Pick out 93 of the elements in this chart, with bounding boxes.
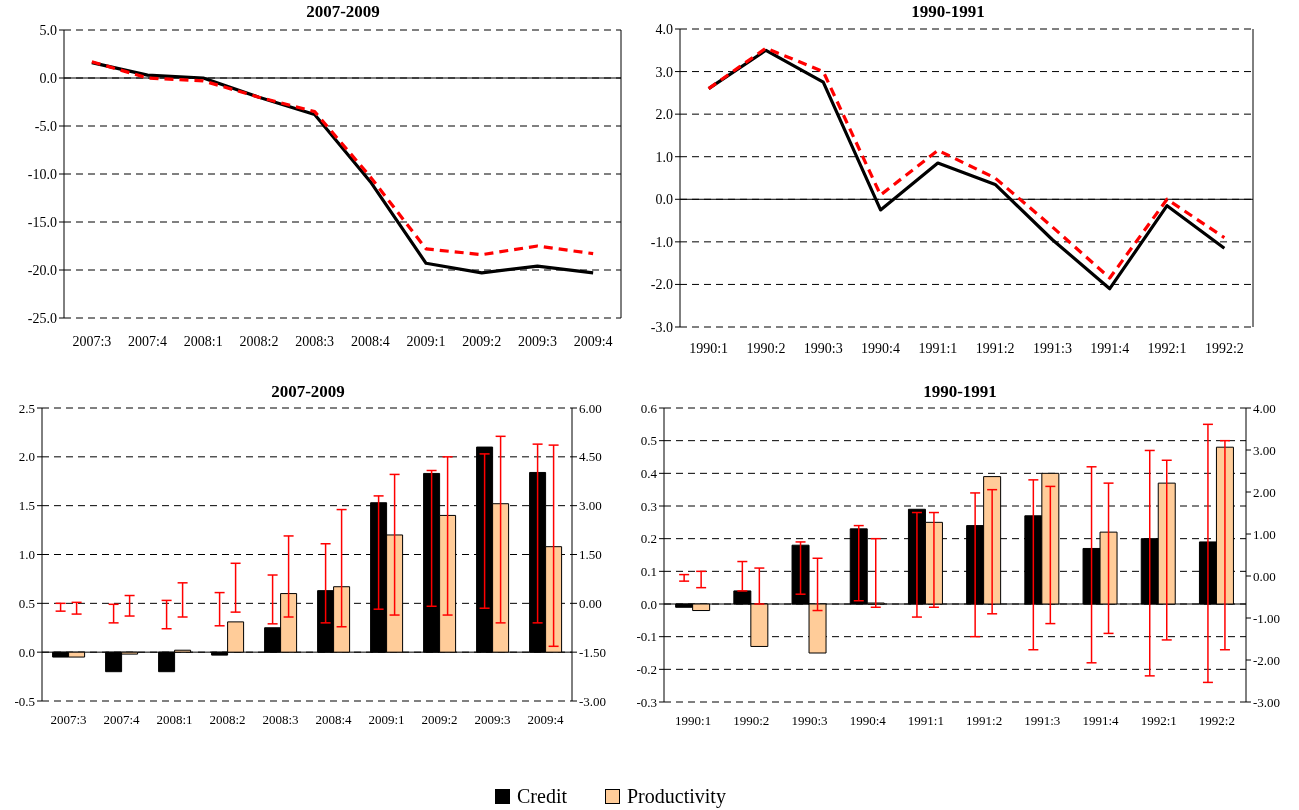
y2-tick-label: -3.00	[1253, 694, 1281, 710]
y2-tick-label: 2.00	[1253, 484, 1276, 500]
y2-tick-label: -3.00	[579, 693, 607, 709]
y-tick-label: -0.3	[636, 694, 657, 710]
x-tick-label: 2007:4	[128, 333, 167, 349]
y2-tick-label: 0.00	[1253, 568, 1276, 584]
x-tick-label: 2009:3	[474, 712, 511, 728]
y2-tick-label: 6.00	[579, 400, 602, 416]
x-tick-label: 1990:2	[746, 340, 786, 356]
x-tick-label: 1991:3	[1024, 713, 1061, 729]
y-tick-label: 0.6	[640, 400, 658, 416]
x-tick-label: 2009:2	[421, 712, 458, 728]
y2-tick-label: -2.00	[1253, 652, 1281, 668]
y-tick-label: -3.0	[650, 319, 673, 335]
x-tick-label: 2008:2	[239, 333, 279, 349]
y2-tick-label: -1.00	[1253, 610, 1281, 626]
y-tick-label: 2.0	[18, 449, 35, 465]
y-tick-label: 0.5	[640, 433, 657, 449]
y-tick-label: 1.0	[655, 149, 673, 165]
x-tick-label: 1991:2	[966, 713, 1003, 729]
y-tick-label: -0.5	[14, 693, 35, 709]
y-tick-label: 0.1	[640, 563, 657, 579]
y2-tick-label: 0.00	[579, 595, 602, 611]
x-tick-label: 1991:1	[918, 340, 958, 356]
y2-tick-label: 3.00	[1253, 442, 1276, 458]
x-tick-label: 1992:2	[1198, 713, 1235, 729]
chart-title: 1990-1991	[910, 2, 986, 22]
x-tick-label: 1990:1	[675, 713, 712, 729]
y-tick-label: 4.0	[655, 21, 673, 37]
x-tick-label: 1991:4	[1090, 340, 1130, 356]
y-tick-label: 0.0	[640, 596, 657, 612]
chart-title: 2007-2009	[270, 382, 346, 402]
y-tick-label: 0.0	[18, 644, 35, 660]
y-tick-label: -2.0	[650, 277, 673, 293]
y-tick-label: 0.0	[39, 70, 57, 86]
y2-tick-label: 1.00	[1253, 526, 1276, 542]
x-tick-label: 2009:4	[527, 712, 565, 728]
y2-tick-label: 1.50	[579, 547, 602, 563]
y-tick-label: 5.0	[39, 22, 57, 38]
y-tick-label: 0.3	[640, 498, 657, 514]
y2-tick-label: -1.50	[579, 644, 607, 660]
chart-title: 1990-1991	[922, 382, 998, 402]
y-tick-label: -15.0	[27, 214, 57, 230]
x-tick-label: 1992:1	[1147, 340, 1187, 356]
x-tick-label: 1990:1	[689, 340, 729, 356]
legend-label: Credit	[517, 785, 567, 808]
y-tick-label: -10.0	[27, 166, 57, 182]
x-tick-label: 2009:2	[462, 333, 502, 349]
x-tick-label: 2009:4	[573, 333, 613, 349]
legend-label: Productivity	[627, 785, 726, 808]
y-tick-label: 1.5	[18, 498, 35, 514]
y2-tick-label: 3.00	[579, 498, 602, 514]
x-tick-label: 2009:3	[518, 333, 557, 349]
y-tick-label: -0.1	[636, 629, 657, 645]
x-tick-label: 2008:4	[350, 333, 390, 349]
x-tick-label: 2008:2	[209, 712, 246, 728]
x-tick-label: 2007:4	[103, 712, 141, 728]
y-tick-label: -1.0	[650, 234, 673, 250]
x-tick-label: 2007:3	[50, 712, 87, 728]
y-tick-label: 0.5	[18, 595, 35, 611]
x-tick-label: 1990:3	[791, 713, 828, 729]
x-tick-label: 1991:2	[975, 340, 1015, 356]
x-tick-label: 2008:1	[156, 712, 193, 728]
x-tick-label: 1990:3	[803, 340, 843, 356]
y-tick-label: 3.0	[655, 64, 673, 80]
y-tick-label: 0.0	[655, 192, 673, 208]
x-tick-label: 1990:4	[861, 340, 900, 356]
chart-title: 2007-2009	[305, 2, 381, 22]
y-tick-label: -0.2	[636, 661, 657, 677]
x-tick-label: 2009:1	[368, 712, 405, 728]
y-tick-label: 0.4	[640, 465, 658, 481]
x-tick-label: 1990:4	[849, 713, 887, 729]
x-tick-label: 2008:1	[183, 333, 223, 349]
y-tick-label: 2.5	[18, 400, 35, 416]
y-tick-label: 1.0	[18, 547, 35, 563]
x-tick-label: 1991:1	[907, 713, 944, 729]
y-tick-label: 0.2	[640, 531, 657, 547]
x-tick-label: 1990:2	[733, 713, 770, 729]
x-tick-label: 1992:1	[1140, 713, 1177, 729]
x-tick-label: 2009:1	[406, 333, 446, 349]
y-tick-label: 2.0	[655, 107, 673, 123]
y-tick-label: -5.0	[34, 118, 57, 134]
x-tick-label: 1991:3	[1033, 340, 1072, 356]
x-tick-label: 2007:3	[72, 333, 112, 349]
x-tick-label: 2008:3	[262, 712, 299, 728]
x-tick-label: 2008:3	[295, 333, 335, 349]
y-tick-label: -20.0	[27, 262, 57, 278]
x-tick-label: 2008:4	[315, 712, 353, 728]
y2-tick-label: 4.00	[1253, 400, 1276, 416]
x-tick-label: 1992:2	[1204, 340, 1244, 356]
y2-tick-label: 4.50	[579, 449, 602, 465]
x-tick-label: 1991:4	[1082, 713, 1120, 729]
y-tick-label: -25.0	[27, 310, 57, 326]
